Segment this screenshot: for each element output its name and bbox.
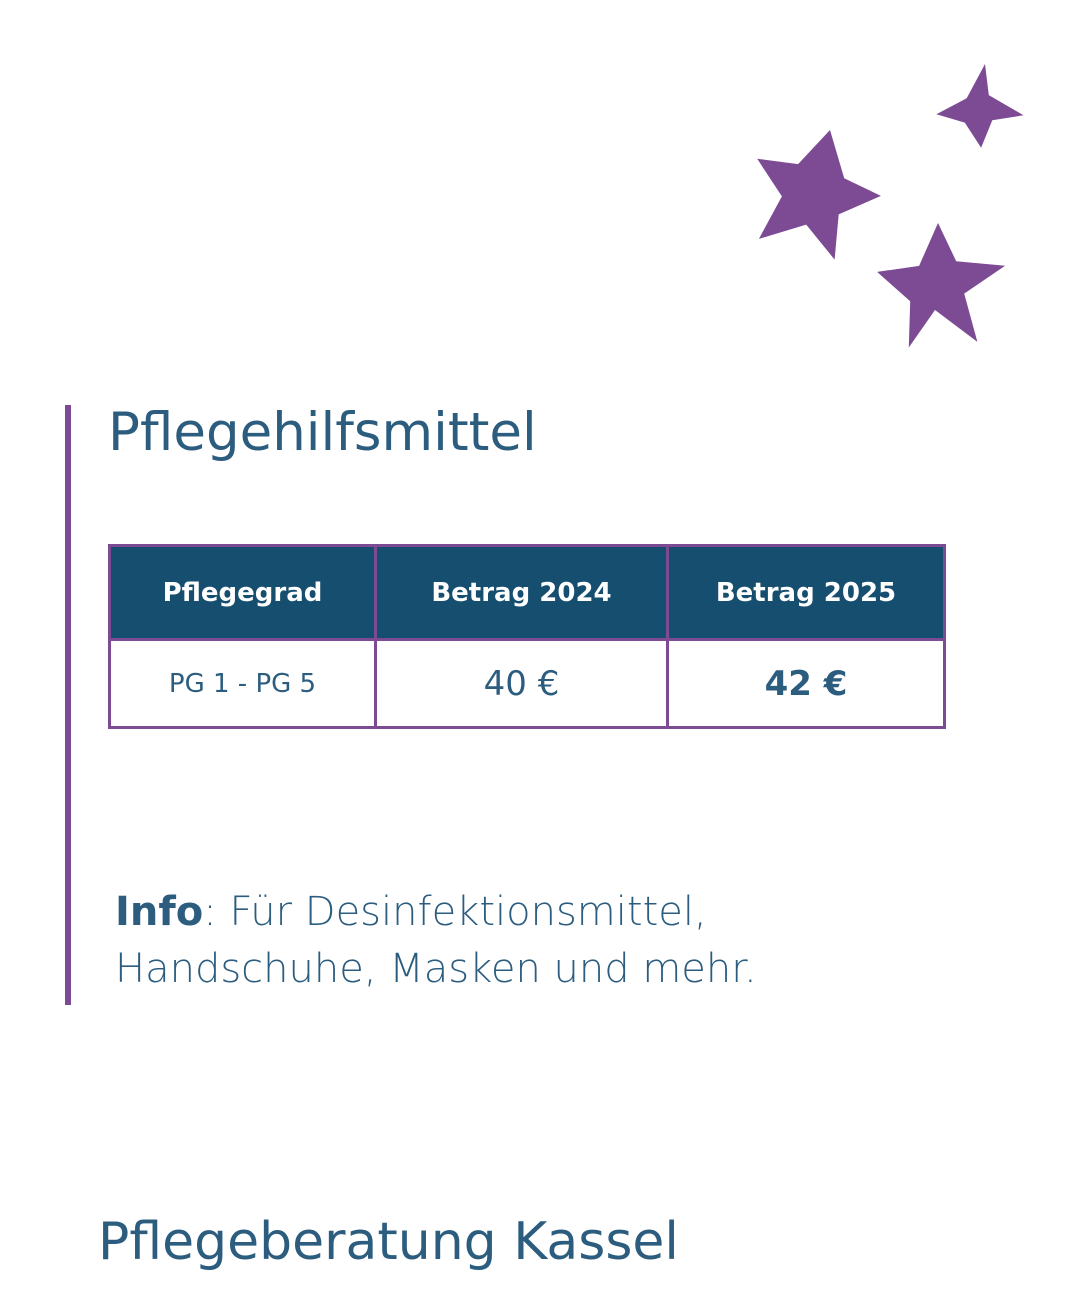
table-header-row: Pflegegrad Betrag 2024 Betrag 2025: [108, 544, 946, 641]
info-label: Info: [115, 889, 204, 935]
price-table: Pflegegrad Betrag 2024 Betrag 2025 PG 1 …: [108, 544, 946, 729]
cell-pflegegrad: PG 1 - PG 5: [108, 638, 377, 729]
star-icon: [757, 130, 881, 260]
star-icon: [877, 223, 1006, 348]
footer-brand: Pflegeberatung Kassel: [98, 1212, 679, 1272]
info-description: : Für Desinfektionsmittel, Handschuhe, M…: [115, 889, 757, 992]
decorative-stars: [757, 64, 1024, 348]
column-header-pflegegrad: Pflegegrad: [108, 544, 377, 641]
table-row: PG 1 - PG 5 40 € 42 €: [108, 638, 946, 729]
accent-bar: [65, 405, 71, 1005]
star-icon: [936, 64, 1024, 148]
cell-betrag-2024: 40 €: [374, 638, 669, 729]
cell-betrag-2025: 42 €: [666, 638, 946, 729]
column-header-betrag-2025: Betrag 2025: [666, 544, 946, 641]
column-header-betrag-2024: Betrag 2024: [374, 544, 669, 641]
info-text: Info: Für Desinfektionsmittel, Handschuh…: [115, 884, 875, 998]
page-title: Pflegehilfsmittel: [108, 402, 537, 463]
